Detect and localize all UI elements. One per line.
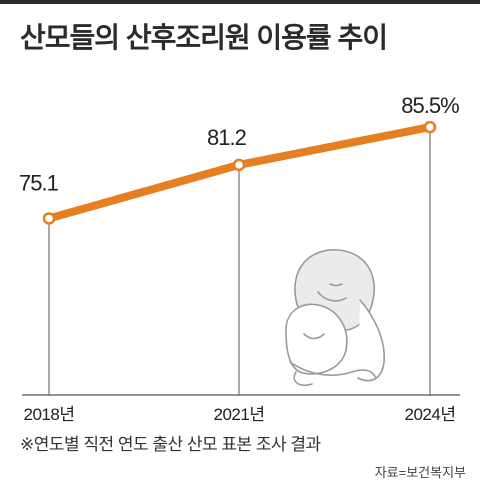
x-tick-label-3: 2024년 bbox=[405, 405, 456, 424]
value-label-3: 85.5% bbox=[401, 93, 459, 118]
x-tick-labels: 2018년 2021년 2024년 bbox=[24, 405, 456, 424]
data-point-1 bbox=[42, 212, 56, 225]
top-rule bbox=[0, 0, 480, 4]
guide-lines bbox=[48, 127, 431, 395]
x-tick-label-2: 2021년 bbox=[214, 405, 265, 424]
value-label-2: 81.2 bbox=[207, 125, 247, 150]
mother-baby-illustration bbox=[285, 249, 385, 387]
data-point-3 bbox=[423, 120, 437, 134]
data-points bbox=[42, 120, 437, 225]
value-label-1: 75.1 bbox=[19, 170, 59, 195]
page-title: 산모들의 산후조리원 이용률 추이 bbox=[20, 22, 388, 53]
data-point-2 bbox=[232, 158, 246, 172]
x-tick-label-1: 2018년 bbox=[24, 405, 75, 424]
source-credit: 자료=보건복지부 bbox=[374, 465, 466, 480]
value-labels: 75.1 81.2 85.5% bbox=[19, 93, 460, 195]
footnote: ※연도별 직전 연도 출산 산모 표본 조사 결과 bbox=[20, 435, 321, 454]
